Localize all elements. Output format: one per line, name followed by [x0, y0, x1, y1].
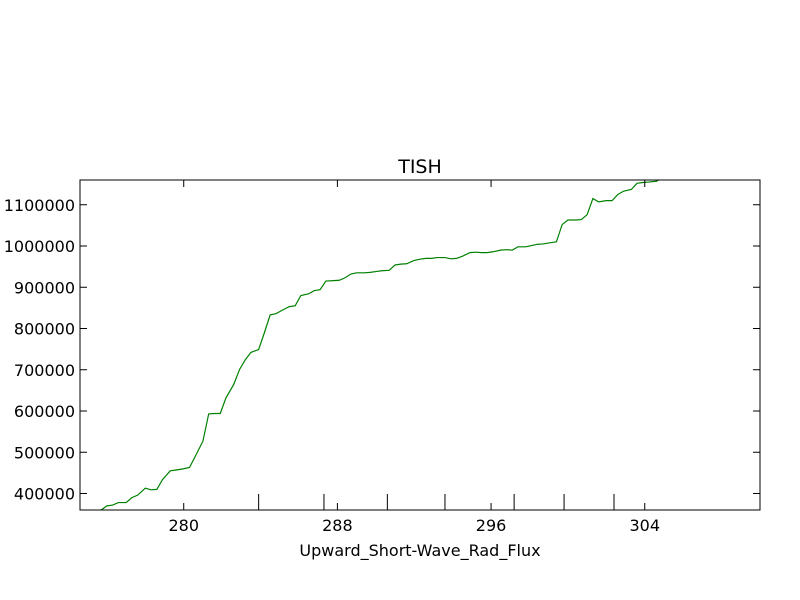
x-axis-label: Upward_Short-Wave_Rad_Flux — [299, 541, 540, 561]
y-tick-label: 800000 — [14, 320, 75, 339]
y-tick-label: 900000 — [14, 278, 75, 297]
series-line-0 — [100, 180, 660, 510]
plot-area: 280 288 296 304 400000 500000 600000 700000 800… — [4, 179, 761, 535]
y-tick-label: 700000 — [14, 361, 75, 380]
y-tick-label: 400000 — [14, 485, 75, 504]
y-tick-label: 1000000 — [4, 237, 75, 256]
plot-frame — [79, 179, 761, 511]
y-axis: 400000 500000 600000 700000 800000 900000 1000… — [4, 196, 760, 504]
x-axis: 280 288 296 304 — [168, 180, 660, 535]
x-tick-label: 304 — [629, 516, 660, 535]
series-group — [100, 180, 660, 510]
y-tick-label: 500000 — [14, 443, 75, 462]
x-tick-label: 280 — [168, 516, 199, 535]
x-tick-label: 288 — [322, 516, 353, 535]
y-tick-label: 600000 — [14, 402, 75, 421]
x-tick-label: 296 — [476, 516, 507, 535]
y-tick-label: 1100000 — [4, 196, 75, 215]
chart-title: TISH — [397, 156, 442, 178]
